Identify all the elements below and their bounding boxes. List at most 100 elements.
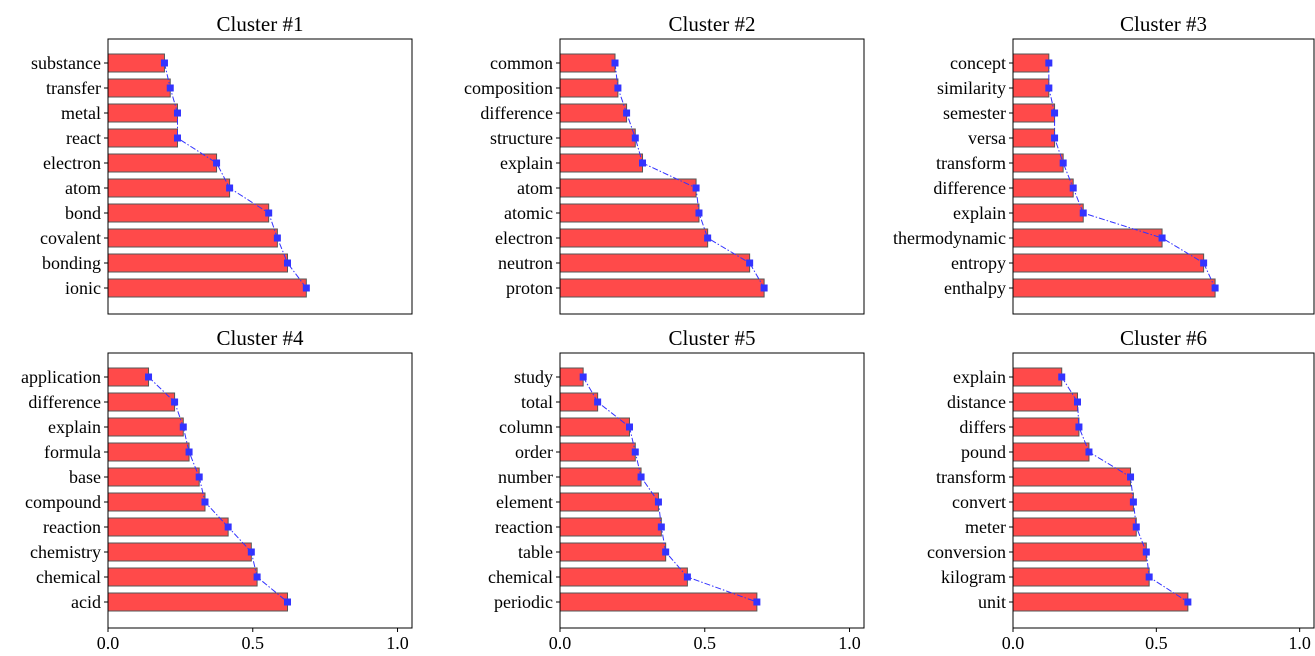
y-tick-label: electron xyxy=(43,153,101,173)
data-marker xyxy=(253,573,261,581)
data-marker xyxy=(171,398,179,406)
y-tick-label: study xyxy=(514,367,553,387)
data-marker xyxy=(662,548,670,556)
data-marker xyxy=(145,373,153,381)
y-tick-label: structure xyxy=(490,128,553,148)
bar xyxy=(559,103,628,123)
y-tick-label: differs xyxy=(959,417,1006,437)
axes-frame xyxy=(559,352,865,629)
x-tick-label: 0.5 xyxy=(694,633,717,653)
data-marker xyxy=(683,573,691,581)
bar xyxy=(1012,228,1163,248)
bar xyxy=(1012,492,1134,512)
data-marker xyxy=(1051,134,1059,142)
bar xyxy=(559,153,644,173)
x-tick-label: 0.5 xyxy=(1145,633,1168,653)
bar xyxy=(107,417,184,437)
x-tick-label: 1.0 xyxy=(386,633,409,653)
bar xyxy=(1012,367,1063,387)
y-tick-label: react xyxy=(66,128,101,148)
y-tick-label: reaction xyxy=(495,517,553,537)
chart-panel-4: Cluster #4 application difference explain fo… xyxy=(21,326,413,653)
data-marker xyxy=(1145,573,1153,581)
bar xyxy=(107,367,150,387)
bar xyxy=(559,253,751,273)
chart-panel-3: Cluster #3 concept similarity semester versa… xyxy=(893,12,1315,315)
chart-panel-6: Cluster #6 explain distance differs pound tra… xyxy=(927,326,1315,653)
bar xyxy=(559,78,619,98)
bar xyxy=(1012,467,1132,487)
y-tick-label: neutron xyxy=(498,253,553,273)
bar xyxy=(559,542,667,562)
data-marker xyxy=(657,523,665,531)
data-marker xyxy=(1211,284,1219,292)
bar xyxy=(107,392,176,412)
data-marker xyxy=(1200,259,1208,267)
bar xyxy=(559,278,765,298)
data-marker xyxy=(265,209,273,217)
y-tick-label: difference xyxy=(480,103,553,123)
data-marker xyxy=(639,159,647,167)
data-marker xyxy=(631,134,639,142)
trend-line xyxy=(582,376,758,603)
bar xyxy=(1012,153,1064,173)
y-tick-label: conversion xyxy=(927,542,1006,562)
y-tick-label: substance xyxy=(31,53,101,73)
y-tick-label: chemistry xyxy=(30,542,101,562)
bar xyxy=(1012,592,1189,612)
data-marker xyxy=(760,284,768,292)
bar xyxy=(107,53,165,73)
chart-title: Cluster #3 xyxy=(1120,12,1207,36)
y-tick-label: convert xyxy=(952,492,1006,512)
data-marker xyxy=(1079,209,1087,217)
bar xyxy=(107,228,278,248)
bar xyxy=(107,103,178,123)
data-marker xyxy=(185,448,193,456)
axes-frame xyxy=(107,352,413,629)
bar xyxy=(1012,53,1050,73)
data-marker xyxy=(247,548,255,556)
axes-frame xyxy=(1012,38,1315,315)
data-marker xyxy=(1074,398,1081,406)
data-marker xyxy=(284,259,292,267)
axes-frame xyxy=(1012,352,1315,629)
y-tick-label: composition xyxy=(464,78,553,98)
bar xyxy=(559,203,700,223)
y-tick-label: transfer xyxy=(46,78,101,98)
y-tick-label: explain xyxy=(953,203,1006,223)
x-tick-label: 0.0 xyxy=(1002,633,1025,653)
data-marker xyxy=(637,473,645,481)
data-marker xyxy=(614,84,622,92)
chart-title: Cluster #1 xyxy=(217,12,304,36)
data-marker xyxy=(1129,498,1137,506)
data-marker xyxy=(1184,598,1192,606)
bar xyxy=(107,253,289,273)
bar xyxy=(559,492,659,512)
trend-line xyxy=(1048,63,1216,289)
y-tick-label: proton xyxy=(506,278,553,298)
y-tick-label: atomic xyxy=(504,203,553,223)
bar xyxy=(559,442,636,462)
data-marker xyxy=(201,498,209,506)
bar xyxy=(107,178,231,198)
y-tick-label: explain xyxy=(500,153,553,173)
x-tick-label: 0.0 xyxy=(97,633,120,653)
data-marker xyxy=(1069,184,1077,192)
chart-panel-2: Cluster #2 common composition difference str… xyxy=(464,12,865,315)
bar xyxy=(559,592,758,612)
chart-title: Cluster #5 xyxy=(669,326,756,350)
bar xyxy=(1012,78,1050,98)
data-marker xyxy=(179,423,187,431)
x-tick-label: 1.0 xyxy=(1288,633,1311,653)
data-marker xyxy=(302,284,310,292)
bar xyxy=(1012,128,1056,148)
y-tick-label: table xyxy=(518,542,553,562)
data-marker xyxy=(284,598,292,606)
data-marker xyxy=(1158,234,1166,242)
bar xyxy=(1012,278,1216,298)
bar xyxy=(559,228,709,248)
data-marker xyxy=(611,59,619,67)
y-tick-label: difference xyxy=(933,178,1006,198)
y-tick-label: covalent xyxy=(40,228,101,248)
